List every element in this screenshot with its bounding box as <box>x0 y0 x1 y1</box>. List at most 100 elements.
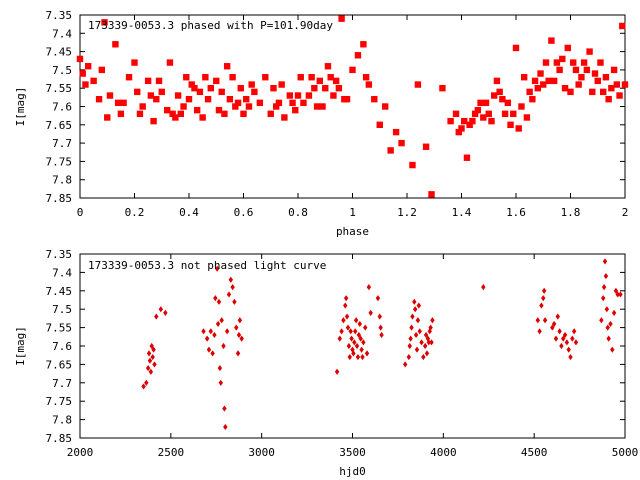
data-point <box>368 309 373 316</box>
data-point <box>95 95 103 103</box>
data-point <box>218 88 225 96</box>
data-point <box>606 335 611 342</box>
data-point <box>228 276 233 283</box>
data-point <box>313 103 321 110</box>
data-point <box>330 92 337 99</box>
data-point <box>499 95 506 103</box>
data-point <box>281 114 288 121</box>
phased-y-axis: 7.35 7.4 7.45 7.5 7.55 7.6 7.65 7.7 7.75 7.8 7.85 <box>46 9 625 205</box>
data-point <box>117 110 125 118</box>
x-tick-label: 1.4 <box>452 206 472 219</box>
data-point <box>332 77 340 85</box>
data-point <box>545 77 552 85</box>
data-point <box>410 313 415 320</box>
data-point <box>605 324 610 331</box>
y-tick-label: 7.5 <box>52 303 72 316</box>
data-point <box>548 37 555 44</box>
data-point <box>424 350 430 357</box>
data-point <box>491 92 498 99</box>
data-point <box>166 59 174 66</box>
data-point <box>610 346 615 353</box>
y-tick-label: 7.8 <box>52 174 72 187</box>
data-point <box>163 309 168 316</box>
data-point <box>141 383 146 390</box>
data-point <box>553 59 561 66</box>
data-point <box>504 99 512 107</box>
data-point <box>474 106 482 114</box>
phased-light-curve-panel: 7.357.47.457.57.557.67.657.77.757.87.85 … <box>14 9 628 238</box>
data-point <box>213 295 218 302</box>
data-point <box>412 298 417 305</box>
data-point <box>355 353 361 361</box>
data-point <box>270 85 277 92</box>
data-point <box>515 125 522 132</box>
data-point <box>334 368 340 375</box>
data-point <box>206 346 212 353</box>
data-point <box>237 317 243 324</box>
data-point <box>101 19 108 26</box>
data-point <box>402 361 408 368</box>
data-point <box>526 88 533 96</box>
data-point <box>360 41 367 48</box>
data-point <box>151 346 156 353</box>
data-point <box>550 324 555 331</box>
data-point <box>79 70 86 77</box>
data-point <box>406 353 412 361</box>
data-point <box>365 81 373 88</box>
data-point <box>580 59 588 66</box>
data-point <box>578 74 585 81</box>
data-point <box>145 365 151 372</box>
data-point <box>191 85 198 92</box>
data-point <box>84 63 92 70</box>
data-point <box>613 287 619 294</box>
data-point <box>571 328 577 335</box>
data-point <box>349 66 356 74</box>
data-point <box>76 55 84 63</box>
data-point <box>458 125 465 132</box>
data-point <box>158 88 165 96</box>
data-point <box>430 317 435 324</box>
data-point <box>534 85 541 92</box>
data-point <box>485 110 492 118</box>
data-point <box>409 161 416 169</box>
data-point <box>154 313 159 320</box>
data-point <box>112 41 119 48</box>
data-point <box>463 154 471 161</box>
data-point <box>120 99 127 107</box>
data-point <box>354 342 360 350</box>
data-point <box>594 77 601 85</box>
data-point <box>542 59 550 66</box>
data-point <box>223 423 228 431</box>
data-point <box>106 92 114 99</box>
data-point <box>416 302 422 309</box>
data-point <box>215 320 221 327</box>
data-point <box>327 74 334 81</box>
data-point <box>335 85 343 92</box>
data-point <box>232 298 237 305</box>
data-point <box>169 110 176 118</box>
data-point <box>218 379 223 386</box>
data-point <box>353 317 359 324</box>
data-point <box>557 328 562 335</box>
data-point <box>535 317 540 324</box>
y-tick-label: 7.85 <box>46 432 73 445</box>
phased-plot-frame <box>79 14 626 199</box>
phased-y-axis-label: I[mag] <box>14 87 27 127</box>
data-point <box>204 95 212 103</box>
data-point <box>567 88 574 96</box>
data-point <box>324 63 332 70</box>
data-point <box>561 335 566 342</box>
data-point <box>452 110 460 118</box>
data-point <box>267 110 274 118</box>
data-point <box>343 302 348 309</box>
data-point <box>507 121 514 128</box>
data-point <box>512 44 520 52</box>
data-point <box>619 22 626 30</box>
data-point <box>608 320 613 327</box>
data-point <box>570 59 577 66</box>
y-tick-label: 7.55 <box>46 82 73 95</box>
data-point <box>348 328 353 335</box>
data-point <box>539 302 544 309</box>
data-point <box>221 342 226 350</box>
data-point <box>219 317 224 324</box>
